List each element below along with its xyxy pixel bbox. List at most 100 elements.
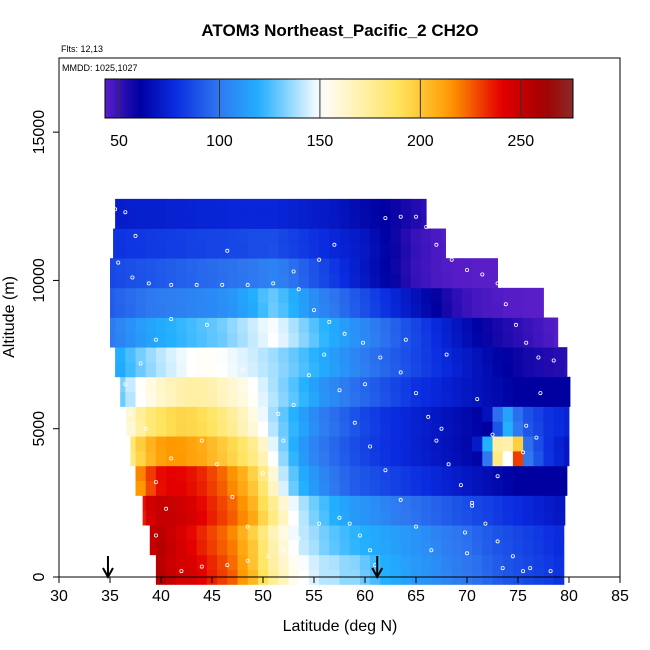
heatmap-cell [339, 539, 351, 556]
heatmap-cell [298, 391, 310, 407]
x-tick-label: 75 [509, 588, 527, 605]
heatmap-cell [349, 273, 361, 289]
heatmap-cell [472, 525, 483, 541]
heatmap-cell [145, 391, 157, 407]
heatmap-cell [380, 228, 391, 244]
heatmap-cell [359, 450, 371, 467]
heatmap-cell [492, 465, 504, 482]
heatmap-cell [421, 361, 432, 378]
flight-track-point [449, 257, 454, 262]
heatmap-cell [278, 436, 289, 452]
heatmap-cell [421, 554, 432, 570]
heatmap-cell [288, 450, 300, 467]
flight-track-point [368, 444, 373, 449]
heatmap-cell [329, 480, 340, 496]
heatmap-cell [380, 332, 391, 348]
heatmap-cell [176, 421, 187, 437]
heatmap-cell [166, 480, 177, 496]
heatmap-cell [319, 376, 330, 393]
heatmap-cell [155, 554, 167, 570]
heatmap-cell [186, 421, 198, 437]
heatmap-cell [186, 287, 198, 304]
heatmap-cell [237, 495, 249, 511]
heatmap-cell [329, 465, 340, 482]
y-tick-label: 5000 [31, 411, 48, 447]
heatmap-cell [421, 198, 427, 215]
heatmap-cell [370, 525, 381, 541]
heatmap-cell [227, 465, 238, 482]
heatmap-cell [176, 302, 187, 318]
heatmap-cell [431, 436, 442, 452]
flight-track-point [225, 248, 230, 253]
flight-track-point [342, 331, 347, 336]
heatmap-cell [533, 554, 544, 570]
heatmap-cell [329, 317, 340, 333]
flight-track-point [528, 566, 533, 571]
heatmap-cell [349, 198, 361, 215]
heatmap-cell [543, 391, 555, 407]
heatmap-cell [125, 376, 136, 393]
heatmap-cell [145, 495, 157, 511]
heatmap-cell [380, 406, 391, 422]
flight-track-point [296, 287, 301, 292]
heatmap-cell [113, 243, 116, 259]
heatmap-cell [268, 228, 279, 244]
flight-track-point [464, 551, 469, 556]
heatmap-cell [492, 406, 504, 422]
heatmap-cell [278, 421, 289, 437]
heatmap-cell [145, 332, 157, 348]
heatmap-cell [135, 421, 147, 437]
heatmap-cell [308, 258, 320, 274]
heatmap-cell [237, 525, 249, 541]
heatmap-cell [533, 391, 544, 407]
heatmap-cell [288, 510, 300, 526]
heatmap-cell [176, 317, 187, 333]
flight-track-point [116, 260, 121, 265]
heatmap-cell [125, 213, 136, 229]
heatmap-cell [359, 317, 371, 333]
heatmap-cell [227, 198, 238, 215]
heatmap-cell [227, 347, 238, 363]
heatmap-cell [319, 213, 330, 229]
heatmap-cell [206, 450, 218, 467]
heatmap-cell [257, 421, 269, 437]
heatmap-cell [523, 480, 534, 496]
heatmap-cell [370, 332, 381, 348]
heatmap-cell [502, 391, 514, 407]
heatmap-cell [268, 302, 279, 318]
heatmap-cell [125, 302, 136, 318]
heatmap-cell [482, 391, 493, 407]
heatmap-cell [410, 361, 422, 378]
heatmap-cell [400, 554, 412, 570]
heatmap-cell [523, 436, 534, 452]
heatmap-cell [482, 302, 493, 318]
heatmap-cell [206, 228, 218, 244]
heatmap-cell [400, 525, 412, 541]
heatmap-cell [441, 510, 453, 526]
flight-track-point [495, 281, 500, 286]
flight-track-point [360, 340, 365, 345]
heatmap-cell [268, 287, 279, 304]
heatmap-cell [206, 317, 218, 333]
heatmap-cell [441, 554, 453, 570]
heatmap-cell [553, 510, 565, 526]
heatmap-cell [176, 480, 187, 496]
heatmap-cell [110, 287, 116, 304]
heatmap-cell [308, 421, 320, 437]
heatmap-cell [431, 302, 442, 318]
heatmap-cell [523, 554, 534, 570]
heatmap-cell [421, 450, 432, 467]
heatmap-cell [390, 539, 402, 556]
heatmap-cell [126, 421, 136, 437]
heatmap-cell [319, 361, 330, 378]
heatmap-cell [288, 480, 300, 496]
flight-track-point [215, 462, 220, 467]
flight-track-point [534, 435, 539, 440]
heatmap-cell [349, 258, 361, 274]
heatmap-cell [390, 525, 402, 541]
heatmap-cell [502, 302, 514, 318]
heatmap-cell [227, 450, 238, 467]
heatmap-cell [451, 480, 463, 496]
flight-track-point [462, 530, 467, 535]
heatmap-cell [410, 347, 422, 363]
